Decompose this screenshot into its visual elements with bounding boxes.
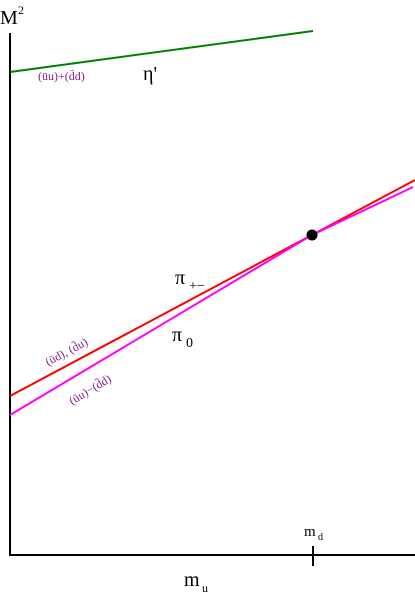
pi-charged-subscript: +− [189, 279, 205, 294]
md-subscript: d [318, 532, 323, 543]
degeneracy-point [306, 229, 318, 241]
pi-neutral-label: π [172, 324, 182, 346]
pi-charged-content: (ūd), (d̄u) [43, 335, 90, 369]
pi-neutral-subscript: 0 [186, 336, 193, 351]
eta-line [9, 30, 314, 73]
pi-neutral-line [9, 186, 414, 416]
y-axis-label: M [0, 7, 18, 29]
eta-label: η' [143, 63, 157, 85]
x-axis-label: m [184, 569, 200, 591]
md-label: m [304, 524, 316, 540]
pi-charged-line [9, 179, 415, 397]
y-axis-superscript: 2 [18, 3, 24, 17]
eta-content: (ūu)+(d̄d) [38, 69, 85, 83]
x-axis-subscript: u [202, 581, 208, 593]
pi-charged-label: π [175, 267, 185, 289]
